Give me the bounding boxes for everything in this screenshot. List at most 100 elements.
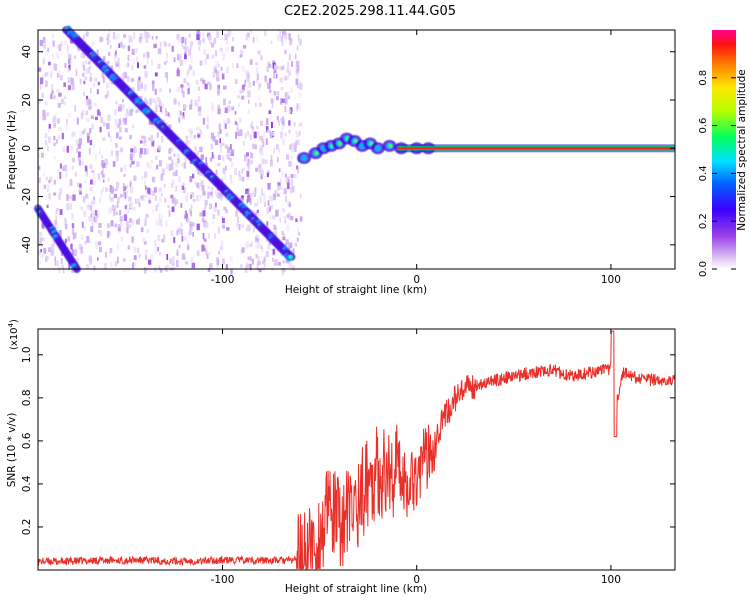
noise-speckle bbox=[129, 134, 132, 140]
noise-speckle bbox=[209, 157, 212, 162]
noise-speckle bbox=[217, 88, 221, 94]
noise-speckle bbox=[271, 64, 274, 68]
noise-speckle bbox=[222, 167, 226, 174]
noise-speckle bbox=[62, 146, 66, 152]
noise-speckle bbox=[196, 30, 200, 35]
noise-speckle bbox=[225, 165, 227, 171]
noise-speckle bbox=[299, 193, 302, 199]
noise-speckle bbox=[223, 98, 226, 106]
noise-speckle bbox=[130, 187, 134, 194]
noise-speckle bbox=[43, 43, 46, 49]
y-tick-label: 20 bbox=[21, 93, 33, 106]
noise-speckle bbox=[117, 225, 121, 232]
noise-speckle bbox=[124, 64, 128, 69]
noise-speckle bbox=[146, 57, 149, 65]
noise-speckle bbox=[211, 54, 215, 59]
noise-speckle bbox=[51, 94, 54, 100]
noise-speckle bbox=[289, 155, 293, 159]
noise-speckle bbox=[75, 139, 80, 146]
noise-speckle bbox=[252, 190, 256, 196]
noise-speckle bbox=[192, 232, 194, 237]
noise-speckle bbox=[53, 192, 57, 196]
noise-speckle bbox=[282, 115, 284, 119]
noise-speckle bbox=[91, 170, 95, 174]
noise-speckle bbox=[114, 188, 118, 192]
noise-speckle bbox=[117, 256, 119, 264]
noise-speckle bbox=[246, 170, 250, 177]
noise-speckle bbox=[180, 84, 184, 88]
noise-speckle bbox=[246, 32, 250, 38]
noise-speckle bbox=[122, 190, 125, 197]
noise-speckle bbox=[109, 251, 111, 256]
noise-speckle bbox=[59, 163, 62, 169]
noise-speckle bbox=[182, 187, 186, 193]
noise-speckle bbox=[38, 250, 41, 256]
noise-speckle bbox=[295, 78, 299, 85]
noise-speckle bbox=[108, 194, 111, 200]
noise-speckle bbox=[204, 222, 208, 230]
noise-speckle bbox=[135, 109, 139, 113]
noise-speckle bbox=[157, 235, 160, 242]
noise-speckle bbox=[178, 244, 181, 249]
noise-speckle bbox=[275, 73, 278, 79]
noise-speckle bbox=[132, 262, 134, 270]
noise-speckle bbox=[160, 103, 164, 108]
noise-speckle bbox=[252, 80, 255, 86]
noise-speckle bbox=[206, 115, 209, 122]
noise-speckle bbox=[268, 195, 272, 202]
noise-speckle bbox=[218, 228, 220, 234]
noise-speckle bbox=[84, 165, 88, 172]
noise-speckle bbox=[272, 215, 276, 220]
noise-speckle bbox=[180, 163, 185, 167]
noise-speckle bbox=[144, 216, 148, 223]
noise-speckle bbox=[256, 131, 260, 137]
noise-speckle bbox=[223, 53, 226, 57]
noise-speckle bbox=[174, 162, 179, 168]
noise-speckle bbox=[157, 145, 161, 152]
noise-speckle bbox=[42, 172, 46, 177]
noise-speckle bbox=[97, 241, 102, 246]
noise-speckle bbox=[274, 193, 276, 198]
noise-speckle bbox=[235, 79, 238, 84]
noise-speckle bbox=[136, 56, 139, 63]
noise-speckle bbox=[89, 187, 93, 191]
noise-speckle bbox=[295, 60, 300, 68]
noise-speckle bbox=[258, 50, 261, 55]
noise-speckle bbox=[152, 98, 156, 103]
noise-speckle bbox=[97, 81, 100, 86]
noise-speckle bbox=[90, 213, 93, 218]
noise-speckle bbox=[126, 108, 128, 113]
noise-speckle bbox=[123, 268, 126, 273]
noise-speckle bbox=[107, 223, 110, 229]
noise-speckle bbox=[209, 41, 212, 45]
noise-speckle bbox=[216, 76, 220, 82]
noise-speckle bbox=[217, 131, 220, 137]
noise-speckle bbox=[90, 115, 94, 120]
noise-speckle bbox=[92, 82, 96, 88]
noise-speckle bbox=[281, 118, 285, 122]
colorbar-tick-label: 0.2 bbox=[698, 213, 709, 229]
noise-speckle bbox=[282, 208, 286, 213]
noise-speckle bbox=[284, 49, 287, 55]
noise-speckle bbox=[109, 248, 113, 253]
noise-speckle bbox=[59, 209, 63, 215]
noise-speckle bbox=[96, 49, 99, 55]
noise-speckle bbox=[161, 135, 164, 143]
noise-speckle bbox=[96, 89, 99, 95]
noise-speckle bbox=[185, 38, 187, 45]
noise-speckle bbox=[219, 192, 223, 200]
noise-speckle bbox=[280, 131, 283, 139]
noise-speckle bbox=[191, 262, 196, 269]
noise-speckle bbox=[140, 81, 143, 87]
noise-speckle bbox=[169, 88, 172, 93]
noise-speckle bbox=[204, 83, 208, 90]
noise-speckle bbox=[107, 33, 110, 39]
noise-speckle bbox=[176, 69, 180, 77]
noise-speckle bbox=[39, 237, 42, 245]
x-tick-label: 0 bbox=[413, 574, 420, 586]
noise-speckle bbox=[67, 58, 71, 64]
noise-speckle bbox=[251, 258, 254, 265]
y-tick-label: 0.6 bbox=[21, 432, 33, 449]
noise-speckle bbox=[57, 118, 60, 124]
noise-speckle bbox=[143, 148, 147, 155]
